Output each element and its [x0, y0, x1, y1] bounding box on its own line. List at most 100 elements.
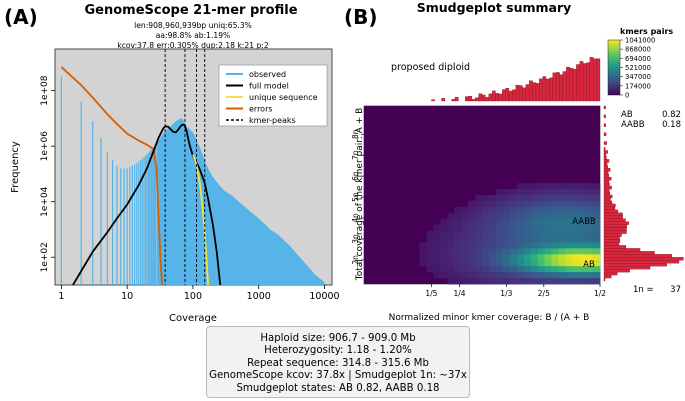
heatmap-cell	[454, 260, 462, 267]
heatmap-cell	[495, 212, 504, 220]
y-tick-label-b: 2n	[351, 255, 360, 265]
heatmap-cell	[502, 260, 511, 267]
heatmap-cell	[502, 195, 511, 202]
heatmap-cell	[551, 266, 559, 273]
heatmap-cell	[593, 248, 601, 255]
heatmap-cell	[509, 272, 517, 279]
heatmap-cell	[419, 242, 427, 249]
right-histogram-bar	[603, 159, 610, 163]
colorbar-tick-label: 174000	[625, 82, 651, 90]
heatmap-cell	[454, 266, 462, 273]
heatmap-cell	[440, 260, 448, 267]
heatmap-cell	[516, 254, 524, 261]
heatmap-cell	[523, 206, 531, 214]
right-histogram-bar	[603, 156, 607, 160]
heatmap-cell	[516, 248, 524, 255]
top-histogram-bar	[532, 82, 537, 102]
heatmap-cell	[509, 266, 517, 273]
heatmap-cell	[468, 260, 476, 267]
heatmap-cell	[475, 206, 483, 214]
y-tick-label-b: 6n	[351, 171, 360, 181]
heatmap-cell	[475, 272, 483, 279]
heatmap-cell	[447, 260, 455, 267]
heatmap-cell	[509, 242, 517, 249]
heatmap-cell	[426, 242, 434, 249]
heatmap-cell	[544, 183, 552, 190]
heatmap-cell	[586, 266, 594, 273]
right-histogram-bar	[603, 215, 623, 219]
legend-label-kmer-peaks: kmer-peaks	[249, 116, 296, 125]
heatmap-cell	[537, 195, 545, 202]
panel-b-letter: (B)	[344, 5, 378, 29]
heatmap-cell	[502, 248, 511, 255]
right-histogram-bar	[603, 245, 627, 249]
right-histogram-bar	[603, 197, 611, 202]
panel-a-title: GenomeScope 21-mer profile	[84, 3, 297, 18]
right-histogram-bar	[603, 209, 619, 213]
heatmap-cell	[488, 266, 497, 273]
heatmap-cell	[454, 242, 462, 249]
top-histogram-bar	[464, 96, 469, 102]
heatmap-cell	[565, 236, 573, 243]
heatmap-cell	[572, 218, 580, 225]
right-histogram-bar	[603, 266, 651, 270]
heatmap-cell	[593, 236, 601, 243]
right-histogram-bar	[603, 147, 606, 151]
heatmap-cell	[579, 242, 587, 249]
heatmap-cell	[440, 242, 448, 249]
heatmap-cell	[495, 260, 504, 267]
right-histogram-bar	[603, 218, 626, 222]
heatmap-cell	[461, 272, 469, 279]
heatmap-cell	[482, 254, 490, 261]
heatmap-cell	[440, 230, 448, 237]
x-tick-label: 1000	[247, 291, 271, 302]
heatmap-cell	[593, 242, 601, 249]
heatmap-cell	[579, 212, 587, 220]
heatmap-cell	[482, 206, 490, 214]
right-histogram-bar	[603, 153, 607, 157]
heatmap-cell	[558, 200, 566, 208]
top-histogram-bar	[559, 74, 564, 102]
x-tick-label-b: 2/5	[538, 289, 550, 298]
heatmap-cell	[475, 230, 483, 237]
right-histogram-bar	[603, 132, 607, 136]
heatmap-cell	[440, 236, 448, 243]
heatmap-cell	[572, 248, 580, 255]
heatmap-cell	[544, 189, 552, 196]
right-histogram-bar	[603, 180, 610, 184]
heatmap-cell	[440, 266, 448, 273]
heatmap-cell	[530, 224, 538, 231]
heatmap-cell	[565, 224, 573, 231]
heatmap-cell	[523, 212, 531, 220]
prop-label-aabb: AABB	[621, 120, 645, 130]
heatmap-cell	[495, 272, 504, 279]
summary-kcov: GenomeScope kcov: 37.8x | Smudgeplot 1n:…	[209, 370, 467, 382]
one-n-label: 1n =	[633, 285, 654, 295]
heatmap-cell	[419, 254, 427, 261]
heatmap-cell	[558, 189, 566, 196]
heatmap-cell	[586, 242, 594, 249]
heatmap-cell	[572, 206, 580, 214]
panel-b-title: Smudgeplot summary	[417, 0, 572, 15]
heatmap-cell	[586, 230, 594, 237]
heatmap-cell	[537, 206, 545, 214]
heatmap-cell	[586, 212, 594, 220]
heatmap-cell	[593, 189, 601, 196]
heatmap-cell	[468, 242, 476, 249]
heatmap-cell	[523, 236, 531, 243]
heatmap-cell	[551, 218, 559, 225]
heatmap-cell	[488, 254, 497, 261]
heatmap-cell	[558, 278, 566, 285]
heatmap-cell	[593, 200, 601, 208]
heatmap-cell	[502, 278, 511, 285]
heatmap-cell	[433, 266, 441, 273]
heatmap-cell	[593, 272, 601, 279]
heatmap-cell	[461, 260, 469, 267]
heatmap-cell	[544, 224, 552, 231]
heatmap-cell	[454, 230, 462, 237]
heatmap-cell	[461, 248, 469, 255]
heatmap-cell	[586, 200, 594, 208]
top-histogram-bar	[586, 62, 591, 102]
heatmap-cell	[544, 254, 552, 261]
